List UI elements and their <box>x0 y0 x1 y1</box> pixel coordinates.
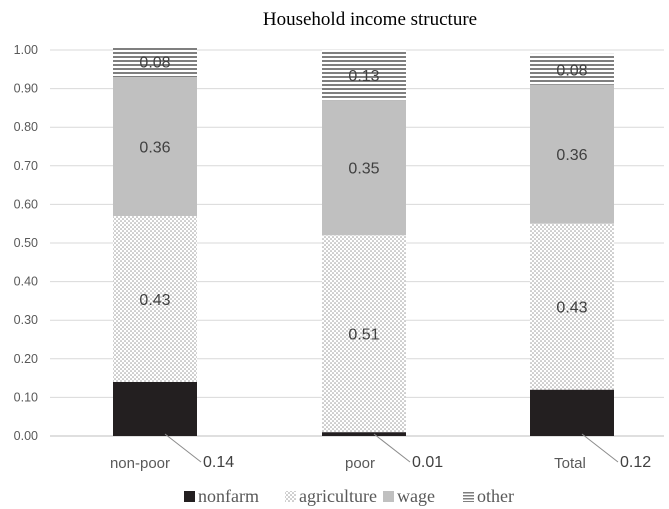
callout-line <box>373 433 411 463</box>
x-axis-category-labels: non-poor poor Total <box>110 455 586 472</box>
bar-nonfarm-Total <box>530 389 614 436</box>
y-tick-label: 0.40 <box>14 275 38 289</box>
callout-line <box>581 433 619 463</box>
legend: nonfarm agriculture wage other <box>184 486 514 506</box>
data-label-agriculture-poor: 0.51 <box>348 327 379 344</box>
y-tick-label: 0.50 <box>14 236 38 250</box>
data-label-wage-poor: 0.35 <box>348 161 379 178</box>
y-tick-label: 0.20 <box>14 352 38 366</box>
data-label-other-non-poor: 0.08 <box>139 55 170 72</box>
legend-swatch-other <box>463 491 474 502</box>
data-label-wage-non-poor: 0.36 <box>139 140 170 157</box>
bar-nonfarm-poor <box>322 432 406 436</box>
y-tick-label: 0.30 <box>14 313 38 327</box>
bar-nonfarm-non-poor <box>113 381 197 436</box>
bar-other-poor <box>322 50 406 101</box>
callout-line <box>164 433 202 463</box>
legend-label-agriculture: agriculture <box>299 486 377 506</box>
y-axis-tick-labels: 0.00 0.10 0.20 0.30 0.40 0.50 0.60 0.70 0.80 0.90… <box>14 43 38 443</box>
bars <box>113 46 614 436</box>
data-label-nonfarm-poor: 0.01 <box>412 454 443 471</box>
data-label-other-poor: 0.13 <box>348 68 379 85</box>
y-tick-label: 0.80 <box>14 120 38 134</box>
bar-agriculture-poor <box>322 235 406 433</box>
y-tick-label: 0.60 <box>14 197 38 211</box>
legend-swatch-wage <box>383 491 394 502</box>
data-label-wage-Total: 0.36 <box>556 147 587 164</box>
y-tick-label: 0.00 <box>14 429 38 443</box>
y-tick-label: 1.00 <box>14 43 38 57</box>
bar-wage-non-poor <box>113 77 197 216</box>
bar-wage-poor <box>322 100 406 236</box>
y-tick-label: 0.10 <box>14 390 38 404</box>
legend-label-wage: wage <box>397 486 435 506</box>
y-tick-label: 0.90 <box>14 82 38 96</box>
x-category-label: poor <box>345 455 375 472</box>
data-label-other-Total: 0.08 <box>556 62 587 79</box>
data-label-nonfarm-Total: 0.12 <box>620 454 651 471</box>
data-labels: 0.14 0.43 0.36 0.08 0.01 0.51 0.35 0.13 0.12 0.43… <box>139 55 651 471</box>
chart-title: Household income structure <box>263 9 477 30</box>
legend-swatch-agriculture <box>285 491 296 502</box>
data-label-agriculture-non-poor: 0.43 <box>139 292 170 309</box>
legend-label-other: other <box>477 486 514 506</box>
bar-agriculture-Total <box>530 223 614 390</box>
bar-wage-Total <box>530 84 614 224</box>
bar-other-Total <box>530 53 614 85</box>
legend-swatch-nonfarm <box>184 491 195 502</box>
legend-label-nonfarm: nonfarm <box>198 486 259 506</box>
data-label-nonfarm-non-poor: 0.14 <box>203 454 234 471</box>
x-category-label: Total <box>554 455 586 472</box>
bar-agriculture-non-poor <box>113 215 197 382</box>
data-label-agriculture-Total: 0.43 <box>556 300 587 317</box>
y-tick-label: 0.70 <box>14 159 38 173</box>
x-category-label: non-poor <box>110 455 170 472</box>
bar-other-non-poor <box>113 46 197 78</box>
